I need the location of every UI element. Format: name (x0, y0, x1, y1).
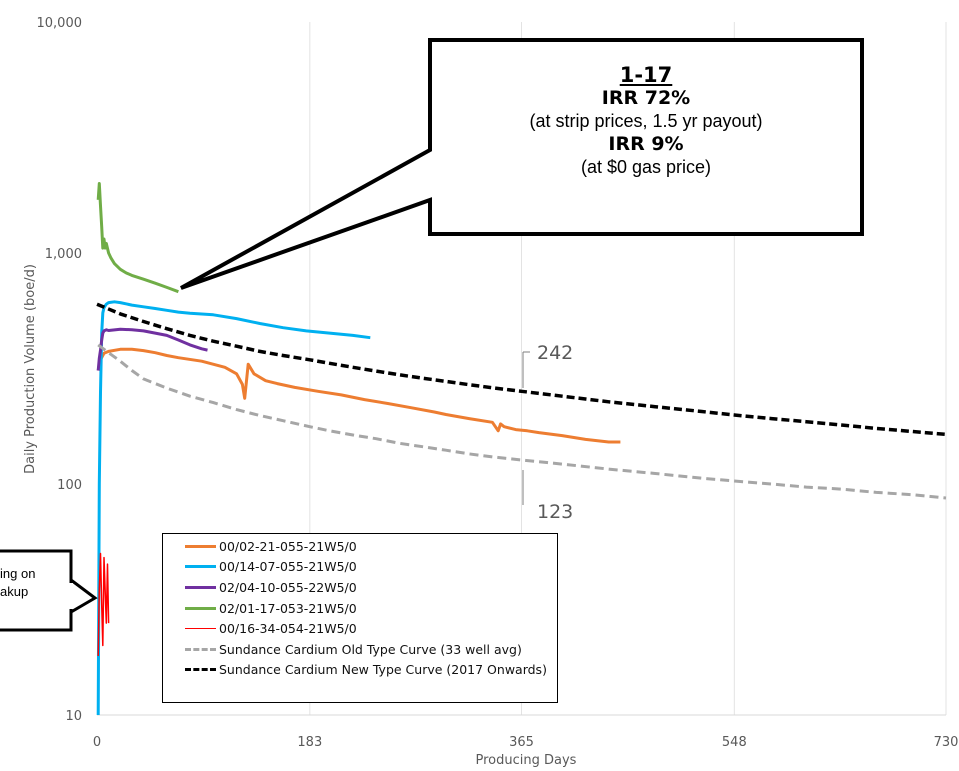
left-note-text: ing on akup (0, 565, 70, 601)
callout-zero-gas-note: (at $0 gas price) (580, 157, 712, 177)
legend-label: 02/04-10-055-22W5/0 (219, 579, 357, 595)
series-line-6 (97, 343, 947, 500)
series-lines (96, 182, 947, 716)
x-axis-title: Producing Days (476, 753, 577, 768)
x-tick-label: 0 (93, 735, 101, 750)
left-note-pointer (69, 577, 98, 615)
legend-swatch (185, 585, 216, 589)
legend-swatch (185, 565, 216, 569)
y-tick-label: 100 (57, 478, 82, 493)
legend-swatch (185, 628, 216, 630)
series-line-4 (96, 182, 179, 294)
y-axis-title: Daily Production Volume (boe/d) (23, 264, 38, 474)
x-tick-label: 365 (509, 735, 534, 750)
x-tick-label: 730 (934, 735, 959, 750)
legend-item: 00/14-07-055-21W5/0 (185, 557, 557, 578)
y-tick-labels: 10 100 1,000 10,000 (37, 16, 83, 724)
legend-label: Sundance Cardium Old Type Curve (33 well… (219, 641, 522, 657)
x-tick-label: 183 (297, 735, 322, 750)
series-line-7 (96, 302, 947, 437)
legend-item: Sundance Cardium Old Type Curve (33 well… (185, 639, 557, 660)
legend-swatch (185, 668, 216, 672)
series-line-3 (96, 327, 208, 371)
y-tick-label: 10 (65, 709, 82, 724)
legend-item: 02/04-10-055-22W5/0 (185, 577, 557, 598)
legend-item: 00/16-34-054-21W5/0 (185, 618, 557, 639)
legend-label: 00/02-21-055-21W5/0 (219, 538, 357, 554)
legend-item: 00/02-21-055-21W5/0 (185, 536, 557, 557)
callout-irr-zero-gas: IRR 9% (608, 133, 684, 155)
legend-swatch (185, 606, 216, 610)
note-line-1: ing on (0, 566, 36, 581)
irr-callout-text: 1-17 IRR 72% (at strip prices, 1.5 yr pa… (430, 64, 862, 179)
y-tick-label: 1,000 (45, 247, 82, 262)
legend-label: 02/01-17-053-21W5/0 (219, 600, 357, 616)
legend-swatch (185, 544, 216, 548)
callout-strip-note: (at strip prices, 1.5 yr payout) (529, 111, 763, 131)
annotation-242: 242 (537, 342, 573, 364)
legend-item: Sundance Cardium New Type Curve (2017 On… (185, 660, 557, 681)
irr-callout-box (180, 38, 864, 290)
annotation-123: 123 (537, 501, 573, 523)
callout-title: 1-17 (619, 63, 673, 87)
note-line-2: akup (0, 584, 29, 599)
series-line-5 (97, 552, 110, 657)
legend-item: 02/01-17-053-21W5/0 (185, 598, 557, 619)
y-tick-label: 10,000 (37, 16, 83, 31)
legend-label: 00/14-07-055-21W5/0 (219, 559, 357, 575)
x-tick-label: 548 (722, 735, 747, 750)
legend-swatch (185, 647, 216, 651)
callout-irr-strip: IRR 72% (601, 87, 691, 109)
legend-label: 00/16-34-054-21W5/0 (219, 621, 357, 637)
chart-legend: 00/02-21-055-21W5/0 00/14-07-055-21W5/0 02… (162, 533, 558, 703)
left-note-box (0, 549, 73, 632)
x-tick-labels: 0 183 365 548 730 (93, 735, 959, 750)
legend-label: Sundance Cardium New Type Curve (2017 On… (219, 662, 547, 678)
series-line-2 (96, 300, 371, 716)
series-line-1 (96, 347, 621, 444)
